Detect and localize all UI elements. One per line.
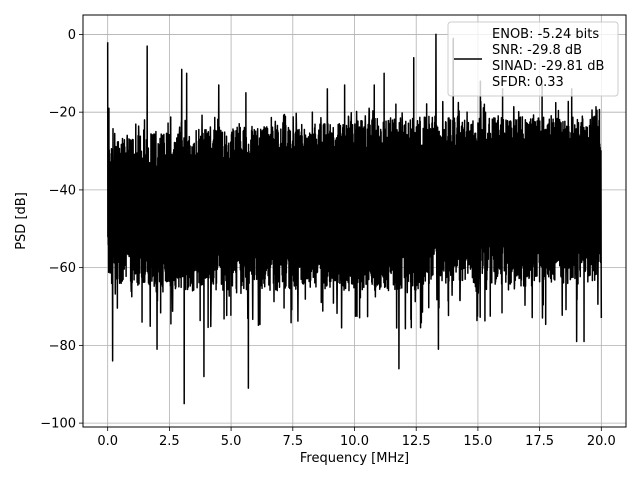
x-tick-label: 10.0 [340, 434, 369, 449]
x-tick-label: 15.0 [463, 434, 492, 449]
psd-series [106, 33, 603, 405]
x-tick-label: 2.5 [159, 434, 180, 449]
x-tick-label: 12.5 [402, 434, 431, 449]
x-tick-label: 17.5 [525, 434, 554, 449]
y-tick-label: 0 [68, 28, 76, 43]
x-axis-label: Frequency [MHz] [300, 451, 409, 466]
psd-line [106, 33, 603, 405]
legend-enob: ENOB: -5.24 bits [492, 27, 599, 42]
y-axis-label: PSD [dB] [14, 192, 29, 250]
y-tick-label: −80 [49, 339, 76, 354]
legend-sinad: SINAD: -29.81 dB [492, 59, 604, 74]
x-tick-label: 20.0 [587, 434, 616, 449]
x-tick-label: 7.5 [282, 434, 303, 449]
y-tick-label: −100 [40, 417, 76, 432]
y-tick-label: −20 [49, 106, 76, 121]
legend: ENOB: -5.24 bits SNR: -29.8 dB SINAD: -2… [447, 21, 619, 97]
y-tick-label: −60 [49, 261, 76, 276]
legend-box [447, 21, 619, 97]
y-axis-ticks: 0 −20 −40 −60 −80 −100 [40, 28, 83, 432]
x-tick-label: 0.0 [97, 434, 118, 449]
legend-sfdr: SFDR: 0.33 [492, 75, 564, 90]
x-axis-ticks: 0.0 2.5 5.0 7.5 10.0 12.5 15.0 17.5 20.0 [97, 427, 616, 449]
x-tick-label: 5.0 [221, 434, 242, 449]
y-tick-label: −40 [49, 183, 76, 198]
legend-snr: SNR: -29.8 dB [492, 43, 582, 58]
